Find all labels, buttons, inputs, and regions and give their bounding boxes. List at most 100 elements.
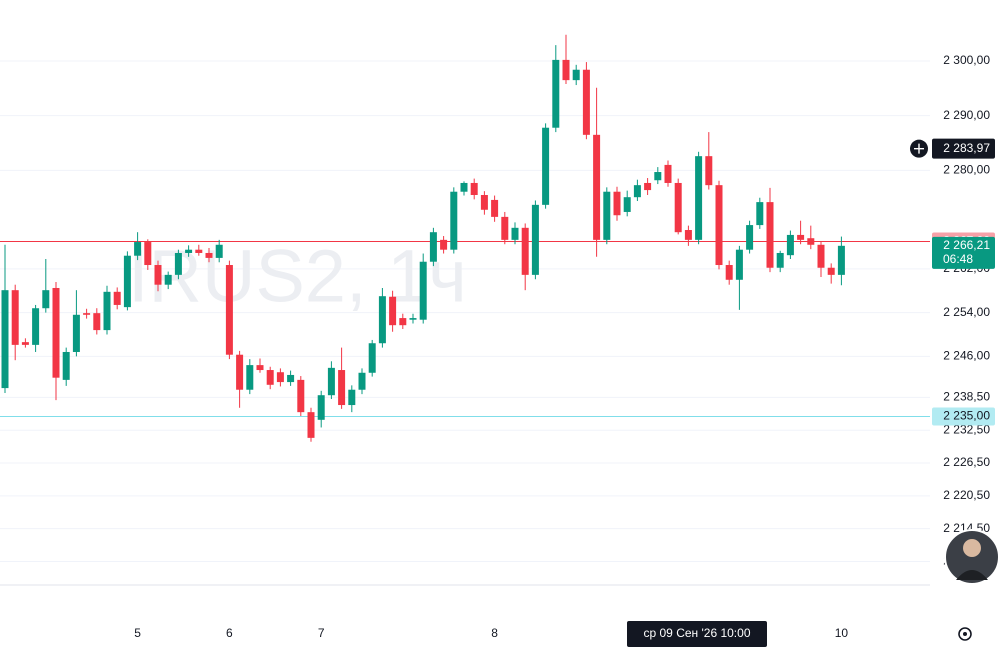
candle-body — [327, 367, 335, 396]
candle-body — [123, 255, 131, 308]
candle-body — [185, 249, 193, 253]
candle-body — [623, 197, 631, 212]
candle-body — [195, 249, 203, 253]
candle-body — [62, 351, 70, 380]
candle-body — [338, 370, 346, 406]
candle-body — [42, 290, 50, 309]
candle-body — [103, 291, 111, 331]
watermark: IRUS2, 1ч — [128, 235, 467, 318]
candle-body — [348, 389, 356, 406]
candle-body — [562, 59, 570, 81]
candle-body — [827, 267, 835, 275]
candle-body — [72, 314, 80, 352]
candle-body — [450, 191, 458, 250]
price-lines — [0, 240, 930, 418]
candle-body — [603, 191, 611, 240]
candle-body — [654, 172, 662, 181]
x-axis: 5 6 7 8 10 — [134, 626, 848, 640]
candle-body — [542, 127, 550, 205]
candle-body — [11, 290, 19, 345]
candle-body — [756, 202, 764, 226]
candle-body — [582, 69, 590, 135]
candle-body — [572, 69, 580, 81]
x-tick-label: 5 — [134, 626, 141, 640]
candle-body — [674, 182, 682, 233]
y-tick-label: 2 226,50 — [943, 455, 990, 469]
candle-body — [715, 185, 723, 266]
countdown: 06:48 — [943, 252, 973, 266]
candle-body — [480, 195, 488, 210]
last-price-box — [932, 236, 995, 269]
candle-body — [52, 287, 60, 378]
candle-body — [511, 227, 519, 240]
candle-body — [593, 134, 601, 240]
candle-body — [776, 252, 784, 268]
y-tick-label: 2 300,00 — [943, 53, 990, 67]
x-tick-label: 10 — [835, 626, 849, 640]
grid-layer — [0, 60, 930, 562]
candle-body — [705, 156, 713, 186]
candle-body — [32, 308, 40, 345]
candle-body — [460, 182, 468, 192]
candle-body — [613, 191, 621, 216]
candle-body — [225, 265, 233, 355]
candle-body — [491, 199, 499, 217]
candle-body — [746, 225, 754, 250]
x-tick-label: 6 — [226, 626, 233, 640]
y-tick-label: 2 238,50 — [943, 390, 990, 404]
candle-body — [93, 313, 101, 331]
candles — [1, 34, 845, 442]
candle-body — [144, 242, 152, 266]
candle-body — [21, 342, 29, 345]
candle-body — [837, 245, 845, 275]
candle-body — [307, 412, 315, 438]
candle-body — [113, 291, 121, 305]
candle-body — [552, 59, 560, 128]
candle-body — [664, 164, 672, 183]
y-tick-label: 2 290,00 — [943, 108, 990, 122]
candle-body — [797, 234, 805, 240]
candle-body — [378, 296, 386, 344]
candle-body — [246, 365, 254, 390]
candle-body — [287, 374, 295, 383]
candle-body — [644, 182, 652, 191]
y-tick-label: 2 220,50 — [943, 488, 990, 502]
crosshair-price-box — [932, 138, 995, 159]
crosshair-time-box — [627, 621, 767, 647]
candle-body — [1, 290, 9, 389]
candle-body — [501, 216, 509, 240]
candle-body — [766, 202, 774, 268]
candle-body — [817, 244, 825, 268]
add-alert-plus — [914, 143, 924, 154]
candle-body — [174, 252, 182, 275]
candle-body — [368, 343, 376, 373]
x-tick-label: 7 — [318, 626, 325, 640]
y-tick-label: 2 246,00 — [943, 349, 990, 363]
candle-body — [695, 156, 703, 240]
candle-body — [807, 238, 815, 245]
candle-body — [83, 313, 91, 315]
candle-body — [429, 232, 437, 262]
y-tick-label: 2 280,00 — [943, 163, 990, 177]
candle-body — [735, 249, 743, 280]
candle-body — [399, 318, 407, 326]
candle-body — [276, 372, 284, 383]
candle-body — [134, 242, 142, 256]
candle-body — [266, 370, 274, 385]
avatar-body — [956, 570, 988, 580]
candle-body — [409, 318, 417, 320]
candle-body — [236, 354, 244, 390]
candle-body — [470, 182, 478, 195]
candle-body — [419, 261, 427, 320]
candle-body — [215, 244, 223, 258]
avatar-face — [963, 539, 981, 557]
candle-body — [440, 239, 448, 250]
candle-body — [684, 230, 692, 240]
alert-box — [932, 407, 995, 426]
candle-body — [633, 185, 641, 198]
x-tick-label: 8 — [491, 626, 498, 640]
candle-body — [297, 379, 305, 413]
candle-body — [521, 227, 529, 275]
settings-icon[interactable] — [958, 627, 972, 641]
